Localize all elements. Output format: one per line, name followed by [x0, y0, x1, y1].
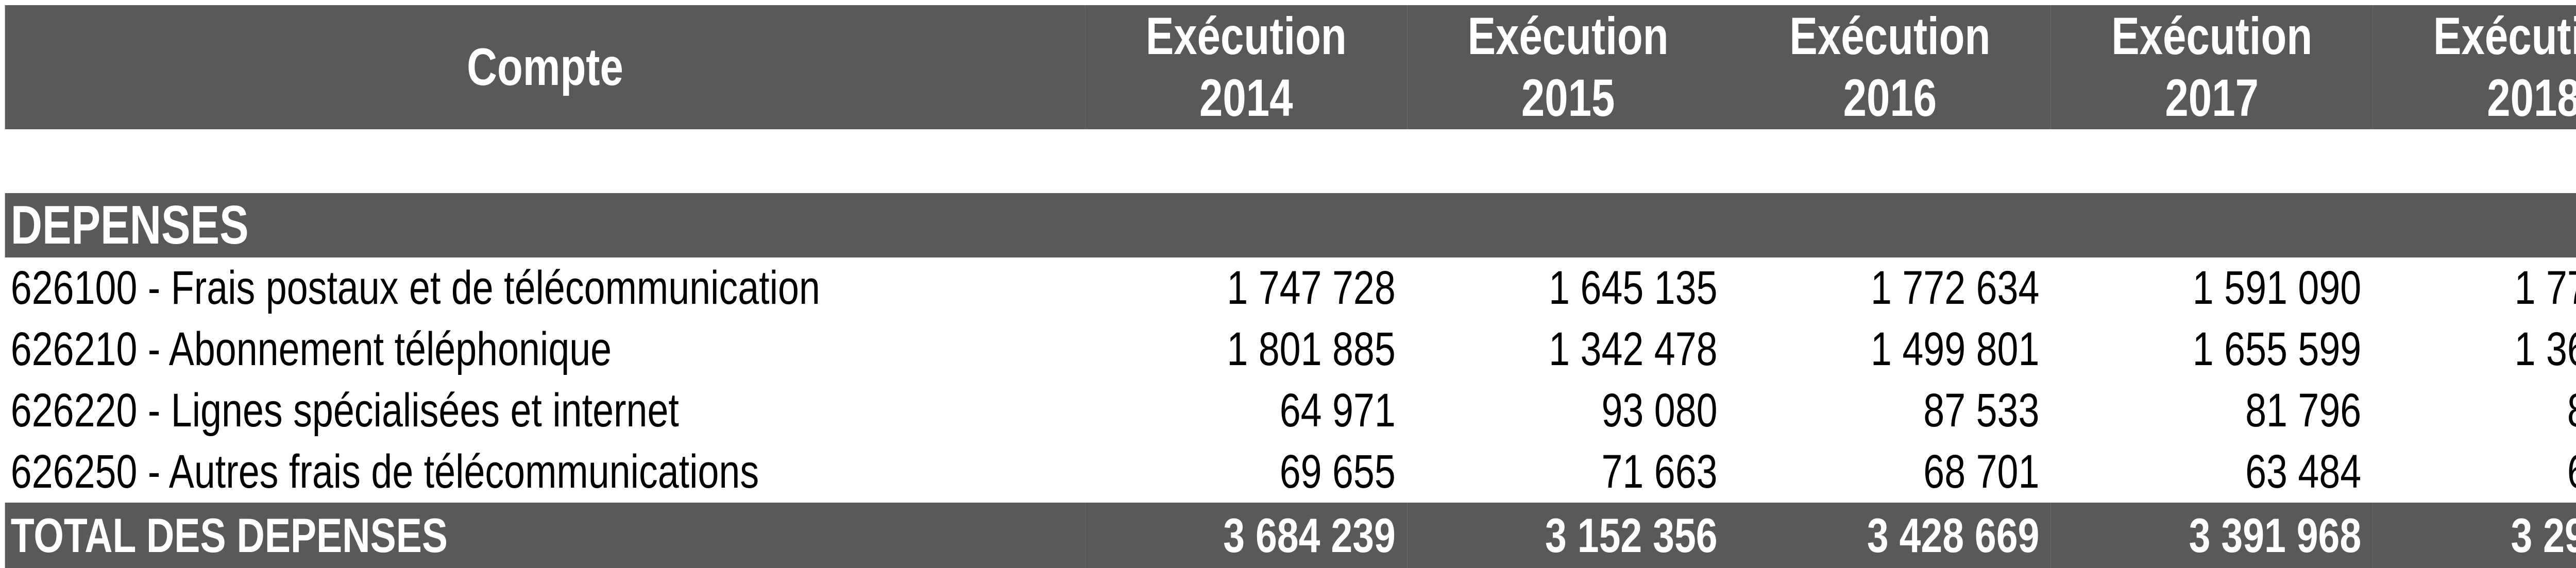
total-row: TOTAL DES DEPENSES 3 684 239 3 152 356 3…	[5, 502, 2576, 568]
value-cell-2018: 1 369 268	[2514, 322, 2576, 375]
value-cell-2014: 1 747 728	[1227, 261, 1396, 314]
total-value-2017: 3 391 968	[2189, 508, 2362, 562]
account-label: 626250 - Autres frais de télécommunicati…	[10, 445, 759, 498]
value-cell-2017: 63 484	[2245, 445, 2362, 498]
value-cell-2017: 1 655 599	[2192, 322, 2362, 375]
total-label: TOTAL DES DEPENSES	[10, 508, 448, 562]
table-row-626220: 626220 - Lignes spécialisées et internet…	[5, 380, 2576, 441]
value-cell-2014: 64 971	[1279, 384, 1396, 437]
value-cell-2016: 87 533	[1923, 384, 2040, 437]
table-header-row: Compte Exécution 2014 Exécution 2015 Exé…	[5, 5, 2576, 129]
value-cell-2015: 93 080	[1601, 384, 1718, 437]
account-label: 626100 - Frais postaux et de télécommuni…	[10, 261, 820, 314]
value-cell-2018: 1 772 847	[2514, 261, 2576, 314]
value-cell-2016: 1 499 801	[1870, 322, 2040, 375]
value-cell-2018: 85 771	[2373, 380, 2576, 441]
budget-execution-table: Compte Exécution 2014 Exécution 2015 Exé…	[5, 5, 2576, 568]
spacer-cell	[5, 129, 2576, 193]
value-cell-2015: 71 663	[1601, 445, 1718, 498]
section-header-row: DEPENSES	[5, 193, 2576, 257]
account-label: 626220 - Lignes spécialisées et internet	[10, 384, 679, 437]
value-cell-2014: 69 655	[1279, 445, 1396, 498]
column-header-execution-2015: Exécution 2015	[1467, 7, 1669, 128]
value-cell-2015: 1 342 478	[1549, 322, 1718, 375]
column-header-execution-2014: Exécution 2014	[1145, 7, 1347, 128]
column-header-compte: Compte	[467, 38, 623, 97]
table-row-626250: 626250 - Autres frais de télécommunicati…	[5, 441, 2576, 503]
total-value-2015: 3 152 356	[1545, 508, 1718, 562]
column-header-execution-2016: Exécution 2016	[1789, 7, 1991, 128]
value-cell-2015: 1 645 135	[1549, 261, 1718, 314]
table-row-626100: 626100 - Frais postaux et de télécommuni…	[5, 257, 2576, 319]
total-value-2014: 3 684 239	[1223, 508, 1396, 562]
section-header-depenses: DEPENSES	[10, 194, 249, 255]
value-cell-2017: 1 591 090	[2192, 261, 2362, 314]
value-cell-2017: 81 796	[2245, 384, 2362, 437]
table-row-626210: 626210 - Abonnement téléphonique 1 801 8…	[5, 319, 2576, 380]
value-cell-2016: 68 701	[1923, 445, 2040, 498]
value-cell-2016: 1 772 634	[1870, 261, 2040, 314]
value-cell-2018: 67 334	[2373, 441, 2576, 503]
spacer-row	[5, 129, 2576, 193]
total-value-2018: 3 295 220	[2511, 508, 2576, 562]
account-label: 626210 - Abonnement téléphonique	[10, 322, 612, 375]
column-header-execution-2017: Exécution 2017	[2111, 7, 2313, 128]
total-value-2016: 3 428 669	[1867, 508, 2040, 562]
value-cell-2014: 1 801 885	[1227, 322, 1396, 375]
column-header-execution-2018: Exécution 2018	[2433, 7, 2576, 128]
